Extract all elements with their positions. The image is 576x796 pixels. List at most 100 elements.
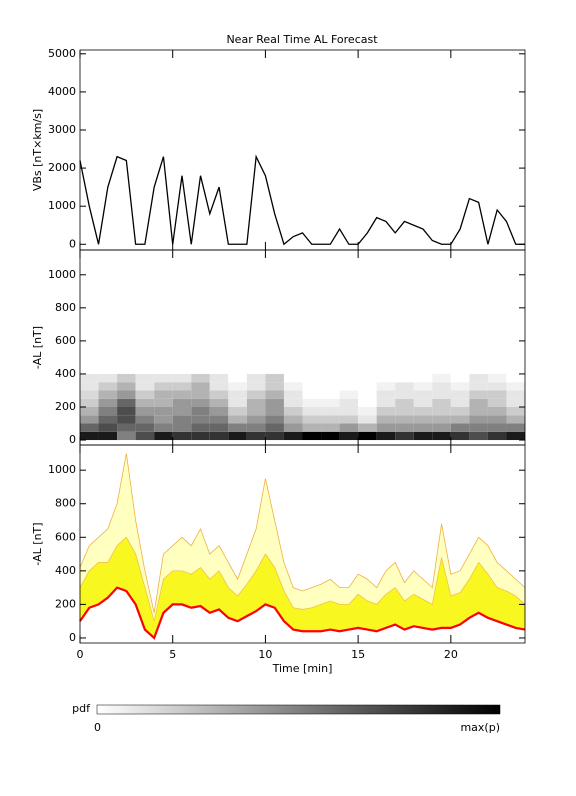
pdf-cell	[135, 382, 155, 391]
pdf-cell	[450, 423, 470, 432]
pdf-cell	[413, 373, 433, 383]
pdf-cell	[172, 382, 192, 391]
colorbar-max: max(p)	[460, 721, 500, 734]
pdf-cell	[135, 390, 155, 399]
pdf-cell	[209, 406, 229, 416]
y-tick-label: 200	[55, 400, 76, 413]
pdf-cell	[98, 398, 118, 407]
pdf-cell	[321, 423, 340, 432]
pdf-cell	[265, 398, 284, 407]
x-axis-label: Time [min]	[272, 662, 333, 675]
pdf-cell	[98, 431, 118, 441]
pdf-cell	[209, 382, 229, 391]
pdf-cell	[339, 423, 359, 432]
pdf-cell	[358, 415, 377, 424]
pdf-cell	[321, 390, 340, 399]
pdf-cell	[172, 431, 192, 441]
pdf-cell	[413, 382, 433, 391]
pdf-cell	[413, 398, 433, 407]
y-axis-label: -AL [nT]	[31, 522, 44, 565]
pdf-cell	[80, 423, 99, 432]
pdf-cell	[117, 423, 136, 432]
pdf-cell	[376, 406, 396, 416]
pdf-cell	[395, 423, 414, 432]
y-tick-label: 1000	[48, 268, 76, 281]
pdf-cell	[321, 398, 340, 407]
pdf-cell	[487, 431, 507, 441]
pdf-cell	[413, 415, 433, 424]
pdf-cell	[246, 415, 266, 424]
pdf-cell	[191, 431, 210, 441]
pdf-cell	[154, 382, 173, 391]
pdf-cell	[395, 382, 414, 391]
pdf-cell	[246, 431, 266, 441]
pdf-cell	[154, 373, 173, 383]
pdf-cell	[135, 398, 155, 407]
pdf-cell	[339, 415, 359, 424]
pdf-cell	[450, 390, 470, 399]
pdf-cell	[302, 423, 322, 432]
pdf-cell	[432, 398, 451, 407]
pdf-cell	[154, 431, 173, 441]
pdf-cell	[321, 382, 340, 391]
pdf-cell	[246, 373, 266, 383]
pdf-cell	[376, 390, 396, 399]
pdf-cell	[413, 431, 433, 441]
pdf-cell	[395, 406, 414, 416]
x-tick-label: 10	[258, 648, 272, 661]
pdf-cell	[191, 390, 210, 399]
x-tick-label: 5	[169, 648, 176, 661]
pdf-cell	[117, 406, 136, 416]
pdf-cell	[209, 390, 229, 399]
pdf-cell	[432, 382, 451, 391]
y-tick-label: 800	[55, 497, 76, 510]
pdf-cell	[154, 406, 173, 416]
pdf-cell	[450, 415, 470, 424]
pdf-cell	[228, 382, 247, 391]
pdf-cell	[80, 431, 99, 441]
colorbar	[96, 704, 501, 715]
pdf-cell	[450, 382, 470, 391]
x-tick-label: 15	[351, 648, 365, 661]
pdf-cell	[117, 373, 136, 383]
pdf-cell	[191, 406, 210, 416]
pdf-cell	[154, 398, 173, 407]
pdf-cell	[302, 398, 322, 407]
pdf-cell	[265, 431, 284, 441]
y-tick-label: 0	[69, 433, 76, 446]
y-tick-label: 600	[55, 334, 76, 347]
y-tick-label: 1000	[48, 463, 76, 476]
pdf-cell	[117, 382, 136, 391]
pdf-cell	[321, 406, 340, 416]
pdf-cell	[98, 415, 118, 424]
pdf-cell	[395, 398, 414, 407]
pdf-cell	[209, 431, 229, 441]
forecast-band	[80, 537, 525, 638]
pdf-cell	[117, 415, 136, 424]
band-edge	[79, 453, 526, 613]
pdf-cell	[246, 390, 266, 399]
pdf-cell	[191, 382, 210, 391]
pdf-cell	[228, 423, 247, 432]
pdf-cell	[209, 423, 229, 432]
y-tick-label: 4000	[48, 85, 76, 98]
pdf-cell	[413, 406, 433, 416]
pdf-cell	[209, 415, 229, 424]
pdf-cell	[265, 415, 284, 424]
pdf-cell	[506, 406, 525, 416]
chart-title: Near Real Time AL Forecast	[226, 33, 378, 46]
pdf-cell	[339, 398, 359, 407]
pdf-cell	[469, 373, 488, 383]
pdf-cell	[487, 382, 507, 391]
pdf-cell	[172, 406, 192, 416]
pdf-cell	[283, 373, 303, 383]
pdf-cell	[265, 423, 284, 432]
plot-frame	[79, 444, 526, 644]
y-tick-label: 400	[55, 367, 76, 380]
pdf-cell	[506, 431, 525, 441]
y-tick-label: 800	[55, 301, 76, 314]
pdf-cell	[339, 373, 359, 383]
pdf-cell	[191, 423, 210, 432]
pdf-cell	[469, 390, 488, 399]
pdf-cell	[376, 373, 396, 383]
